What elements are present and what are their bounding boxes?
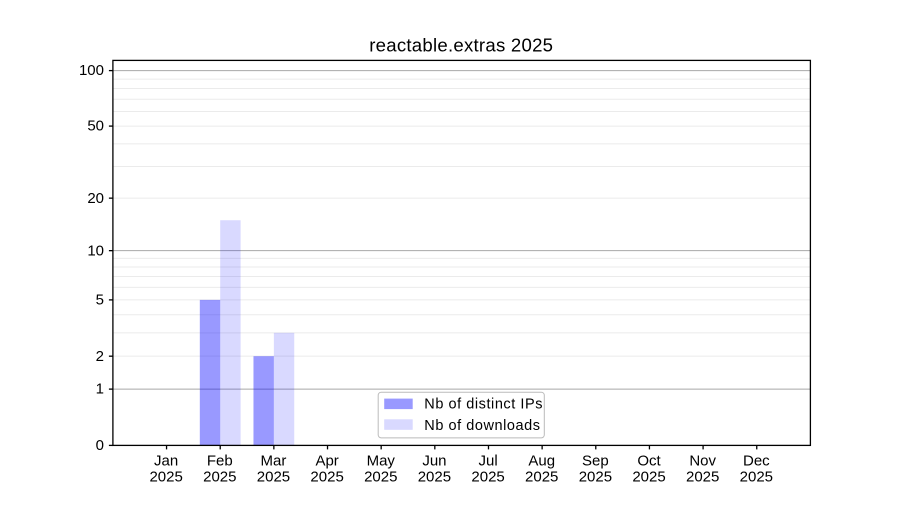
svg-text:2: 2	[96, 348, 104, 365]
svg-text:Apr: Apr	[315, 453, 338, 470]
svg-text:Mar: Mar	[261, 453, 287, 470]
svg-text:2025: 2025	[364, 469, 397, 486]
svg-text:Oct: Oct	[637, 453, 661, 470]
svg-text:1: 1	[96, 381, 104, 398]
svg-text:2025: 2025	[471, 469, 504, 486]
svg-text:2025: 2025	[579, 469, 612, 486]
svg-text:Nb of downloads: Nb of downloads	[424, 418, 540, 434]
svg-text:0: 0	[96, 437, 104, 454]
svg-text:10: 10	[87, 242, 104, 259]
svg-text:5: 5	[96, 292, 104, 309]
svg-text:100: 100	[79, 62, 104, 79]
svg-text:2025: 2025	[686, 469, 719, 486]
svg-text:2025: 2025	[418, 469, 451, 486]
svg-text:2025: 2025	[632, 469, 665, 486]
svg-text:50: 50	[87, 118, 104, 135]
svg-text:2025: 2025	[149, 469, 182, 486]
svg-text:Aug: Aug	[528, 453, 555, 470]
svg-text:Jan: Jan	[154, 453, 178, 470]
svg-text:2025: 2025	[257, 469, 290, 486]
svg-text:2025: 2025	[310, 469, 343, 486]
svg-text:2025: 2025	[203, 469, 236, 486]
svg-text:May: May	[367, 453, 396, 470]
svg-text:Nb of distinct IPs: Nb of distinct IPs	[424, 397, 543, 413]
svg-text:Feb: Feb	[207, 453, 233, 470]
svg-text:Dec: Dec	[743, 453, 770, 470]
svg-text:Sep: Sep	[582, 453, 609, 470]
svg-text:reactable.extras 2025: reactable.extras 2025	[369, 35, 553, 56]
svg-text:2025: 2025	[525, 469, 558, 486]
svg-text:Nov: Nov	[689, 453, 716, 470]
svg-text:20: 20	[87, 190, 104, 207]
svg-text:Jun: Jun	[422, 453, 446, 470]
svg-text:2025: 2025	[740, 469, 773, 486]
svg-text:Jul: Jul	[478, 453, 497, 470]
